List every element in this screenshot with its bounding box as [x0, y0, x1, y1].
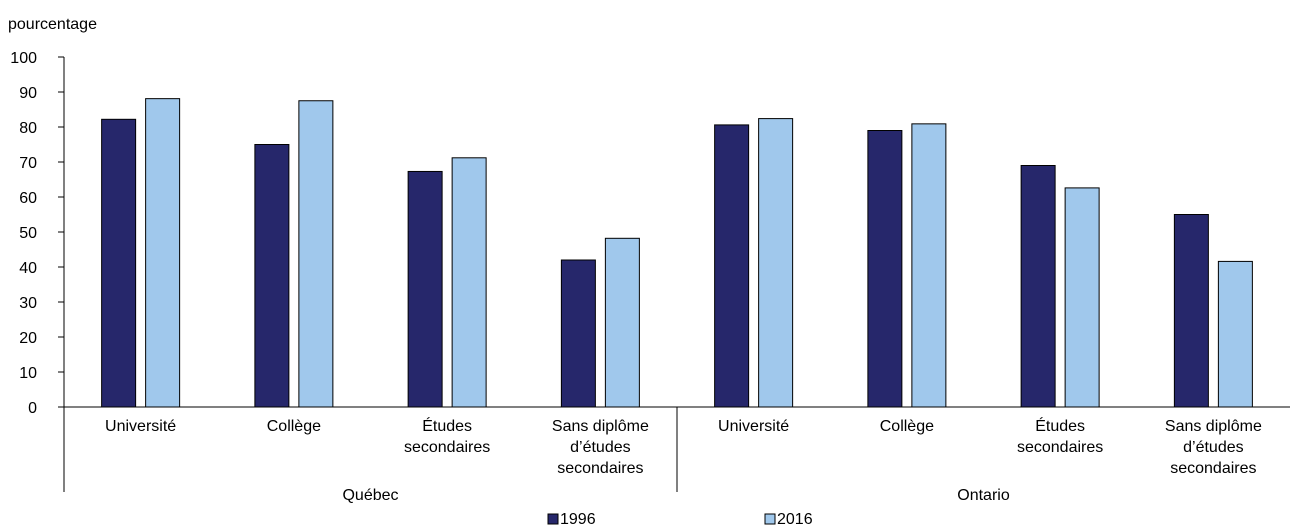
y-tick-label: 100: [10, 50, 37, 67]
bar-2016: [758, 118, 794, 408]
y-tick-label: 60: [19, 190, 37, 207]
category-label-line: d’études: [1183, 439, 1244, 456]
y-tick-label: 80: [19, 120, 37, 137]
category-label-line: Études: [1035, 416, 1085, 435]
bar-1996: [254, 144, 290, 408]
bar-1996: [407, 170, 443, 408]
bar-2016: [451, 157, 487, 408]
y-tick-label: 50: [19, 225, 37, 242]
y-tick-label: 70: [19, 155, 37, 172]
category-label: Université: [718, 418, 789, 435]
category-label-line: Université: [718, 418, 789, 435]
bar-1996: [867, 130, 903, 408]
y-tick-label: 10: [19, 365, 37, 382]
category-label-line: Collège: [267, 418, 321, 435]
bar-1996: [1173, 214, 1209, 408]
bar-2016: [911, 123, 947, 408]
category-label-line: secondaires: [557, 460, 643, 477]
bar-1996: [560, 259, 596, 408]
legend-swatch-1996: [547, 513, 559, 525]
bar-2016: [1064, 187, 1100, 408]
category-label-line: d’études: [570, 439, 631, 456]
bar-2016: [298, 100, 334, 408]
category-label: Sans diplôme d’études secondaires: [552, 418, 649, 477]
category-label-line: Sans diplôme: [552, 418, 649, 435]
category-label-line: secondaires: [404, 439, 490, 456]
y-tick-label: 20: [19, 330, 37, 347]
axes: [63, 57, 1290, 492]
bar-2016: [604, 237, 640, 408]
group-label: Québec: [342, 487, 398, 504]
category-label-line: secondaires: [1170, 460, 1256, 477]
bars: [101, 98, 1253, 408]
bar-1996: [101, 118, 137, 408]
category-label: Études secondaires: [404, 416, 490, 456]
y-axis-label: pourcentage: [8, 16, 97, 33]
bar-1996: [714, 124, 750, 408]
category-label: Collège: [267, 418, 321, 435]
group-label: Ontario: [957, 487, 1010, 504]
category-label-line: Études: [422, 416, 472, 435]
y-tick-label: 90: [19, 85, 37, 102]
category-label: Collège: [880, 418, 934, 435]
x-axis-group-labels: Québec Ontario: [342, 487, 1009, 504]
category-label-line: Collège: [880, 418, 934, 435]
bar-1996: [1020, 165, 1056, 408]
category-label: Université: [105, 418, 176, 435]
legend: 1996 2016: [547, 511, 813, 527]
y-tick-label: 30: [19, 295, 37, 312]
category-label: Études secondaires: [1017, 416, 1103, 456]
bar-2016: [1217, 260, 1253, 408]
y-tick-label: 40: [19, 260, 37, 277]
legend-label: 1996: [560, 511, 596, 527]
bar-2016: [145, 98, 181, 408]
category-label-line: secondaires: [1017, 439, 1103, 456]
legend-swatch-2016: [764, 513, 776, 525]
category-label-line: Sans diplôme: [1165, 418, 1262, 435]
category-label: Sans diplôme d’études secondaires: [1165, 418, 1262, 477]
category-label-line: Université: [105, 418, 176, 435]
y-axis: 0 10 20 30 40 50 60 70 80 90 100: [10, 50, 64, 417]
legend-label: 2016: [777, 511, 813, 527]
y-tick-label: 0: [28, 400, 37, 417]
